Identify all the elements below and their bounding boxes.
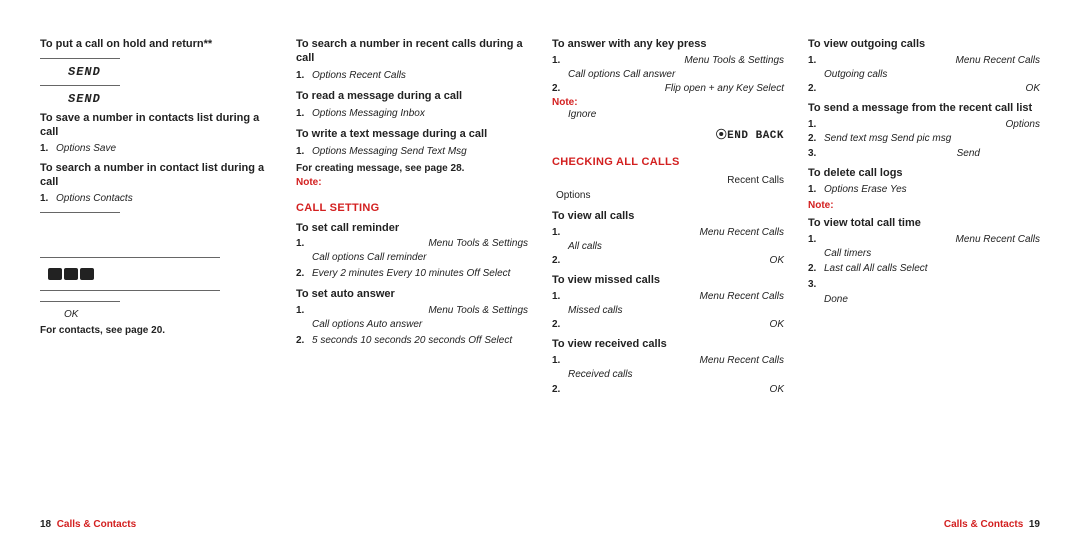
step: 1. Options Recent Calls <box>296 69 528 83</box>
step: 1.Options <box>808 119 1040 130</box>
heading-auto-answer: To set auto answer <box>296 288 528 302</box>
step: 2.Flip open + any Key Select <box>552 83 784 94</box>
step-text: Options Save <box>56 143 116 154</box>
step: 1.Menu Tools & Settings <box>296 305 528 316</box>
step: 2.OK <box>552 319 784 330</box>
section-checking-calls: CHECKING ALL CALLS <box>552 156 784 168</box>
send-key-1: SEND <box>68 65 272 79</box>
step: 1. Options Messaging Send Text Msg <box>296 145 528 159</box>
column-2: To search a number in recent calls durin… <box>296 30 528 470</box>
icon-row <box>48 268 272 280</box>
rule <box>40 257 220 258</box>
column-4: To view outgoing calls 1.Menu Recent Cal… <box>808 30 1040 470</box>
step-num: 1. <box>40 192 56 206</box>
step: 2.OK <box>552 384 784 395</box>
heading-save-contact: To save a number in contacts list during… <box>40 112 272 140</box>
step: 1. Options Erase Yes <box>808 183 1040 197</box>
section-call-setting: CALL SETTING <box>296 202 528 214</box>
heading-total-time: To view total call time <box>808 217 1040 231</box>
heading-view-received: To view received calls <box>552 338 784 352</box>
step-text: Options Contacts <box>56 193 133 204</box>
rule <box>40 212 120 213</box>
step: 1. Options Save <box>40 142 272 156</box>
footer-right: Calls & Contacts 19 <box>944 519 1040 530</box>
rule <box>40 301 120 302</box>
step: 1. Options Messaging Inbox <box>296 107 528 121</box>
step: 1.Menu Recent Calls <box>552 227 784 238</box>
heading-view-outgoing: To view outgoing calls <box>808 38 1040 52</box>
note-label: Note: <box>296 177 528 188</box>
note-label: Note: <box>552 97 784 108</box>
rule <box>40 58 120 59</box>
end-back-keys: ⦿END BACK <box>552 126 784 142</box>
note-label: Note: <box>808 200 1040 211</box>
step: 1.Menu Recent Calls <box>552 291 784 302</box>
footer-left: 18 Calls & Contacts <box>40 519 136 530</box>
heading-any-key: To answer with any key press <box>552 38 784 52</box>
step: 1. Options Contacts <box>40 192 272 206</box>
step: 2. Send text msg Send pic msg <box>808 132 1040 146</box>
step: 2.OK <box>808 83 1040 94</box>
step: 1.Menu Tools & Settings <box>552 55 784 66</box>
step-num: 1. <box>40 142 56 156</box>
step: 1.Menu Recent Calls <box>808 55 1040 66</box>
rule <box>40 85 120 86</box>
step: 1.Menu Recent Calls <box>552 355 784 366</box>
footer: 18 Calls & Contacts Calls & Contacts 19 <box>0 519 1080 530</box>
heading-hold-return: To put a call on hold and return** <box>40 38 272 52</box>
step: 2. Every 2 minutes Every 10 minutes Off … <box>296 267 528 281</box>
rule <box>40 290 220 291</box>
heading-view-missed: To view missed calls <box>552 274 784 288</box>
step: 2.OK <box>552 255 784 266</box>
heading-call-reminder: To set call reminder <box>296 222 528 236</box>
step: 1.Menu Tools & Settings <box>296 238 528 249</box>
heading-view-all: To view all calls <box>552 210 784 224</box>
step: 2. Last call All calls Select <box>808 262 1040 276</box>
step: 2. 5 seconds 10 seconds 20 seconds Off S… <box>296 334 528 348</box>
step: 3. <box>808 278 1040 292</box>
contacts-ref: For contacts, see page 20. <box>40 325 272 336</box>
heading-delete-logs: To delete call logs <box>808 167 1040 181</box>
column-1: To put a call on hold and return** SEND … <box>40 30 272 470</box>
ok-text: OK <box>64 308 272 322</box>
send-key-2: SEND <box>68 92 272 106</box>
heading-search-contact: To search a number in contact list durin… <box>40 162 272 190</box>
step: 1.Menu Recent Calls <box>808 234 1040 245</box>
heading-read-msg: To read a message during a call <box>296 90 528 104</box>
page-spread: To put a call on hold and return** SEND … <box>0 0 1080 500</box>
heading-write-text: To write a text message during a call <box>296 128 528 142</box>
heading-search-recent: To search a number in recent calls durin… <box>296 38 528 66</box>
column-3: To answer with any key press 1.Menu Tool… <box>552 30 784 470</box>
heading-send-msg-recent: To send a message from the recent call l… <box>808 102 1040 116</box>
msg-ref: For creating message, see page 28. <box>296 163 528 174</box>
step: 3.Send <box>808 148 1040 159</box>
